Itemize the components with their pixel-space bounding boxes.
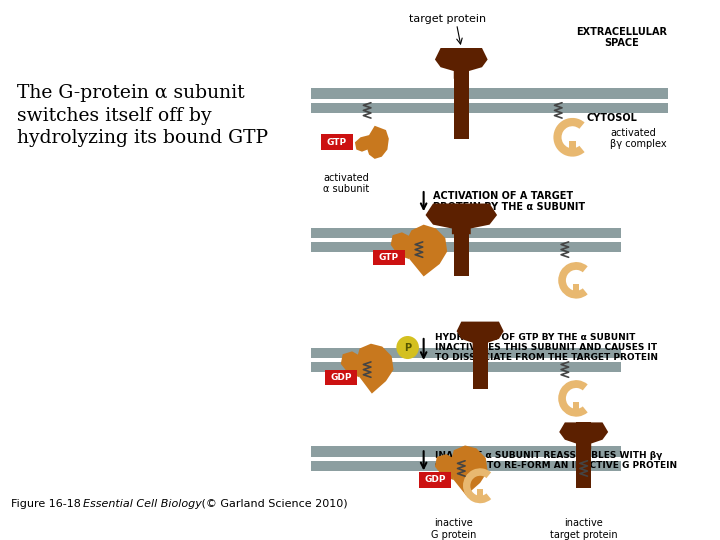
Polygon shape xyxy=(559,422,608,449)
Bar xyxy=(321,134,353,150)
Text: GDP: GDP xyxy=(330,373,351,382)
Polygon shape xyxy=(366,126,389,159)
Wedge shape xyxy=(558,262,588,299)
Bar xyxy=(310,242,621,253)
Bar xyxy=(573,284,580,295)
Text: GTP: GTP xyxy=(327,138,347,146)
Text: inactive
G protein: inactive G protein xyxy=(431,518,477,540)
Bar xyxy=(310,103,668,113)
Bar xyxy=(310,461,621,471)
Text: activated
βγ complex: activated βγ complex xyxy=(610,127,667,149)
Text: target protein: target protein xyxy=(409,15,486,24)
Bar xyxy=(310,227,621,238)
Polygon shape xyxy=(355,135,369,152)
Bar xyxy=(576,422,591,488)
Text: The G-protein α subunit
switches itself off by
hydrolyzing its bound GTP: The G-protein α subunit switches itself … xyxy=(17,84,268,147)
Text: CYTOSOL: CYTOSOL xyxy=(587,113,637,123)
Text: (© Garland Science 2010): (© Garland Science 2010) xyxy=(198,499,347,509)
Bar xyxy=(477,489,483,500)
Bar xyxy=(569,141,576,153)
Wedge shape xyxy=(554,118,585,157)
Bar xyxy=(454,204,469,275)
Bar xyxy=(310,348,621,358)
Text: GTP: GTP xyxy=(379,253,399,262)
Bar xyxy=(310,362,621,373)
Text: ACTIVATION OF A TARGET
PROTEIN BY THE α SUBUNIT: ACTIVATION OF A TARGET PROTEIN BY THE α … xyxy=(433,191,585,212)
Text: GDP: GDP xyxy=(424,476,446,484)
Text: Essential Cell Biology: Essential Cell Biology xyxy=(83,499,202,509)
Polygon shape xyxy=(450,446,487,495)
Bar xyxy=(573,402,580,414)
Polygon shape xyxy=(456,322,504,348)
Polygon shape xyxy=(391,232,411,259)
Wedge shape xyxy=(463,468,491,503)
Polygon shape xyxy=(426,204,497,234)
Bar xyxy=(310,447,621,457)
Text: P: P xyxy=(404,342,411,353)
Bar xyxy=(454,48,469,139)
Text: Figure 16-18: Figure 16-18 xyxy=(12,499,91,509)
Text: INACTIVE α SUBUNIT REASSEMBLES WITH βγ
COMPLEX TO RE-FORM AN INACTIVE G PROTEIN: INACTIVE α SUBUNIT REASSEMBLES WITH βγ C… xyxy=(435,451,677,470)
Text: activated
α subunit: activated α subunit xyxy=(323,173,369,194)
Bar xyxy=(325,369,357,385)
Bar xyxy=(419,472,451,488)
Circle shape xyxy=(396,336,419,359)
Polygon shape xyxy=(435,454,455,480)
Text: HYDROLYSIS OF GTP BY THE α SUBUNIT
INACTIVATES THIS SUBUNIT AND CAUSES IT
TO DIS: HYDROLYSIS OF GTP BY THE α SUBUNIT INACT… xyxy=(435,333,658,362)
Wedge shape xyxy=(558,380,588,417)
Polygon shape xyxy=(435,48,487,79)
Text: inactive
target protein: inactive target protein xyxy=(550,518,618,540)
Polygon shape xyxy=(341,352,361,377)
Bar xyxy=(310,89,668,99)
Polygon shape xyxy=(406,225,447,276)
Text: EXTRACELLULAR
SPACE: EXTRACELLULAR SPACE xyxy=(576,27,667,49)
Bar xyxy=(373,249,405,265)
Polygon shape xyxy=(356,343,394,394)
Bar xyxy=(472,322,487,389)
